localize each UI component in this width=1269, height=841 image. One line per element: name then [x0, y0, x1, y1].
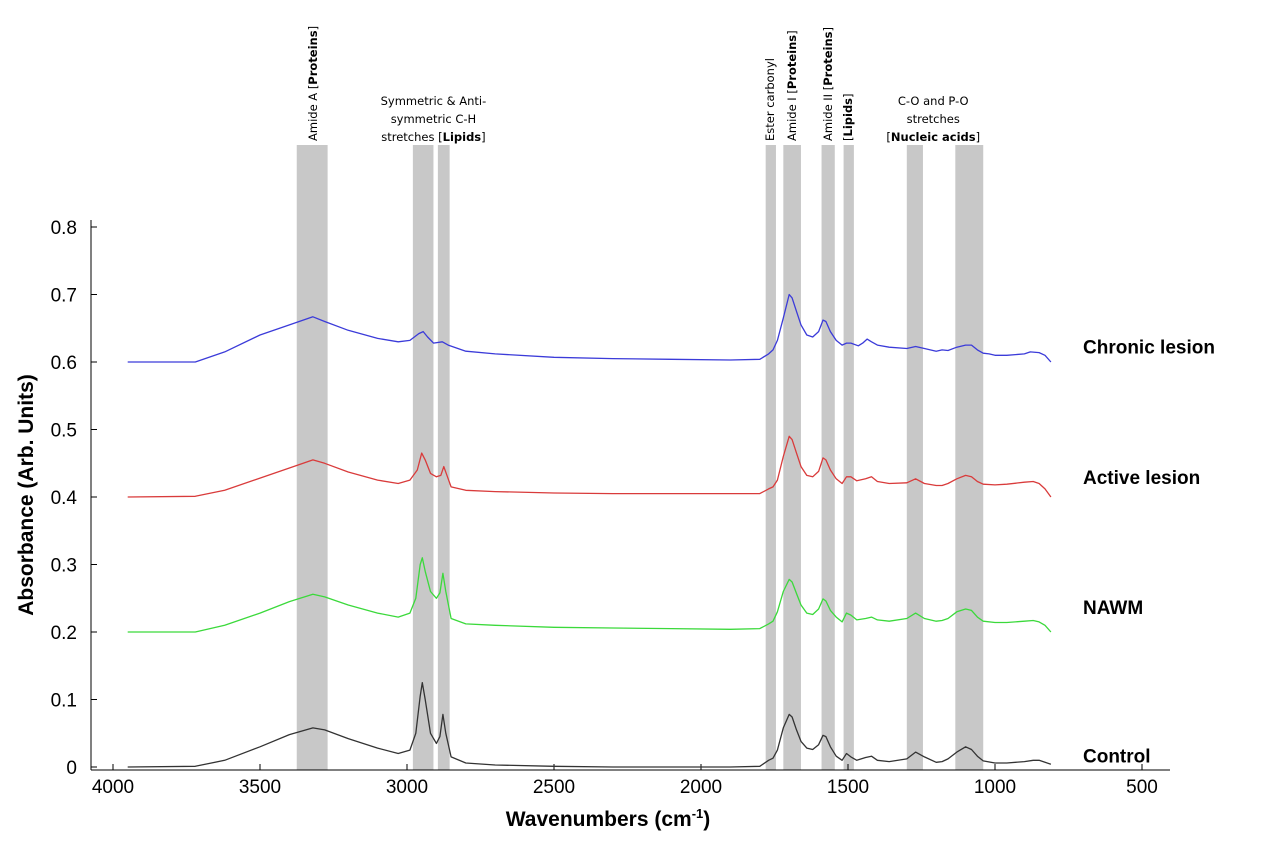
annotation-text: [ [841, 137, 855, 142]
series-label: Control [1083, 747, 1151, 768]
x-tick-label: 3500 [239, 777, 281, 798]
y-ticks: 0 0.1 0.2 0.3 0.4 0.5 0.6 0.7 0.8 [51, 218, 97, 779]
y-tick-label: 0.5 [51, 421, 77, 442]
annotation-text: Lipids [443, 130, 482, 144]
annotation-text: Nucleic acids [891, 130, 976, 144]
band-annotation: [Lipids] [841, 93, 855, 141]
band-annotation-line: Symmetric & Anti- [381, 94, 487, 108]
x-axis-label-main: Wavenumbers (cm [506, 808, 692, 831]
x-tick-label: 3000 [386, 777, 428, 798]
y-tick-label: 0.6 [51, 353, 77, 374]
band-highlight [906, 145, 923, 770]
annotation-text: Lipids [841, 98, 855, 137]
annotation-text: Symmetric & Anti- [381, 94, 487, 108]
annotation-text: stretches [907, 112, 960, 126]
band-annotation: Amide II [Proteins] [821, 27, 835, 141]
annotation-text: ] [821, 27, 835, 32]
annotation-text: Proteins [306, 30, 320, 84]
annotation-text: ] [481, 130, 486, 144]
band-highlight [296, 145, 328, 770]
band-annotation-line: symmetric C-H [391, 112, 477, 126]
series-labels: Chronic lesion Active lesion NAWM Control [1083, 337, 1215, 767]
series-line [127, 557, 1052, 633]
y-tick-label: 0.1 [51, 691, 77, 712]
annotation-text: Proteins [785, 35, 799, 89]
series-label: Active lesion [1083, 468, 1200, 489]
band-annotation-line: stretches [Lipids] [381, 130, 485, 144]
series-label: Chronic lesion [1083, 337, 1215, 358]
x-tick-label: 2000 [680, 777, 722, 798]
x-tick-label: 500 [1126, 777, 1158, 798]
x-tick-label: 1500 [827, 777, 869, 798]
y-axis-label: Absorbance (Arb. Units) [15, 374, 38, 616]
annotation-text: Proteins [821, 31, 835, 85]
annotation-text: Amide A [ [306, 85, 320, 141]
band-highlight [955, 145, 984, 770]
series-label: NAWM [1083, 598, 1143, 619]
annotation-text: Amide II [ [821, 86, 835, 141]
y-tick-label: 0.2 [51, 623, 77, 644]
annotation-text: [ [886, 130, 891, 144]
band-highlight [437, 145, 450, 770]
annotation-text: ] [306, 26, 320, 31]
x-axis-label: Wavenumbers (cm-1) [506, 806, 711, 831]
y-tick-label: 0 [66, 758, 77, 779]
y-tick-label: 0.4 [51, 488, 78, 509]
band-highlight [765, 145, 776, 770]
x-tick-label: 2500 [533, 777, 575, 798]
series-lines [127, 293, 1052, 768]
x-axis-label-superscript: -1 [692, 806, 704, 821]
annotation-text: Ester carbonyl [763, 58, 777, 141]
series-line [127, 293, 1052, 363]
annotation-text: ] [841, 93, 855, 98]
y-tick-label: 0.8 [51, 218, 77, 239]
band-annotation: Ester carbonyl [763, 58, 777, 141]
band-annotation-line: [Nucleic acids] [886, 130, 980, 144]
annotation-text: Amide I [ [785, 89, 799, 141]
band-highlight [412, 145, 434, 770]
band-annotation: Amide A [Proteins] [306, 26, 320, 141]
band-annotations: Amide A [Proteins]Symmetric & Anti-symme… [306, 26, 980, 144]
band-highlights [296, 145, 984, 770]
band-annotation-line: stretches [907, 112, 960, 126]
annotation-text: C-O and P-O [898, 94, 969, 108]
x-tick-label: 1000 [974, 777, 1016, 798]
series-line [127, 681, 1052, 768]
band-highlight [843, 145, 854, 770]
band-annotation: Amide I [Proteins] [785, 30, 799, 141]
x-ticks: 4000 3500 3000 2500 2000 1500 1000 500 [92, 764, 1158, 798]
x-tick-label: 4000 [92, 777, 134, 798]
annotation-text: symmetric C-H [391, 112, 477, 126]
x-axis-label-close: ) [703, 808, 710, 831]
band-highlight [821, 145, 835, 770]
band-annotation-line: C-O and P-O [898, 94, 969, 108]
annotation-text: ] [976, 130, 981, 144]
y-tick-label: 0.7 [51, 286, 77, 307]
series-line [127, 435, 1052, 498]
annotation-text: ] [785, 30, 799, 35]
annotation-text: stretches [ [381, 130, 442, 144]
y-tick-label: 0.3 [51, 556, 77, 577]
axes [90, 220, 1170, 771]
